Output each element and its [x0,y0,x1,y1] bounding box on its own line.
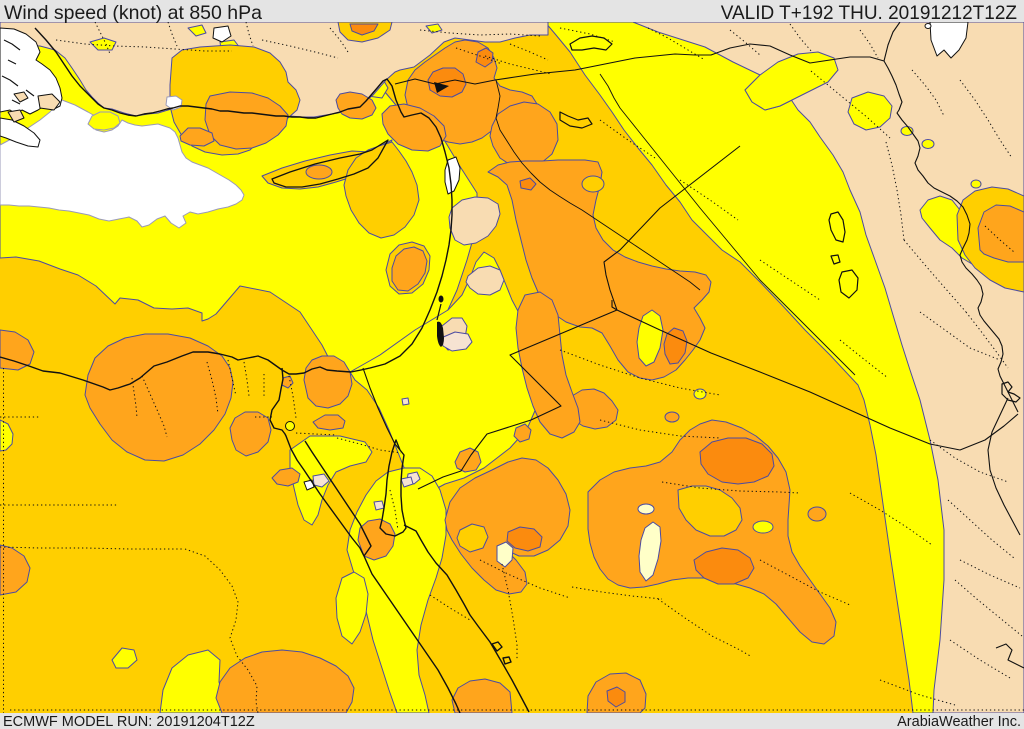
svg-text:ArabiaWeather Inc.: ArabiaWeather Inc. [897,714,1021,729]
svg-text:ECMWF MODEL RUN: 20191204T12Z: ECMWF MODEL RUN: 20191204T12Z [3,714,255,729]
svg-text:VALID T+192 THU. 20191212T12Z: VALID T+192 THU. 20191212T12Z [721,3,1018,24]
svg-text:Wind speed (knot) at 850 hPa: Wind speed (knot) at 850 hPa [4,2,262,24]
